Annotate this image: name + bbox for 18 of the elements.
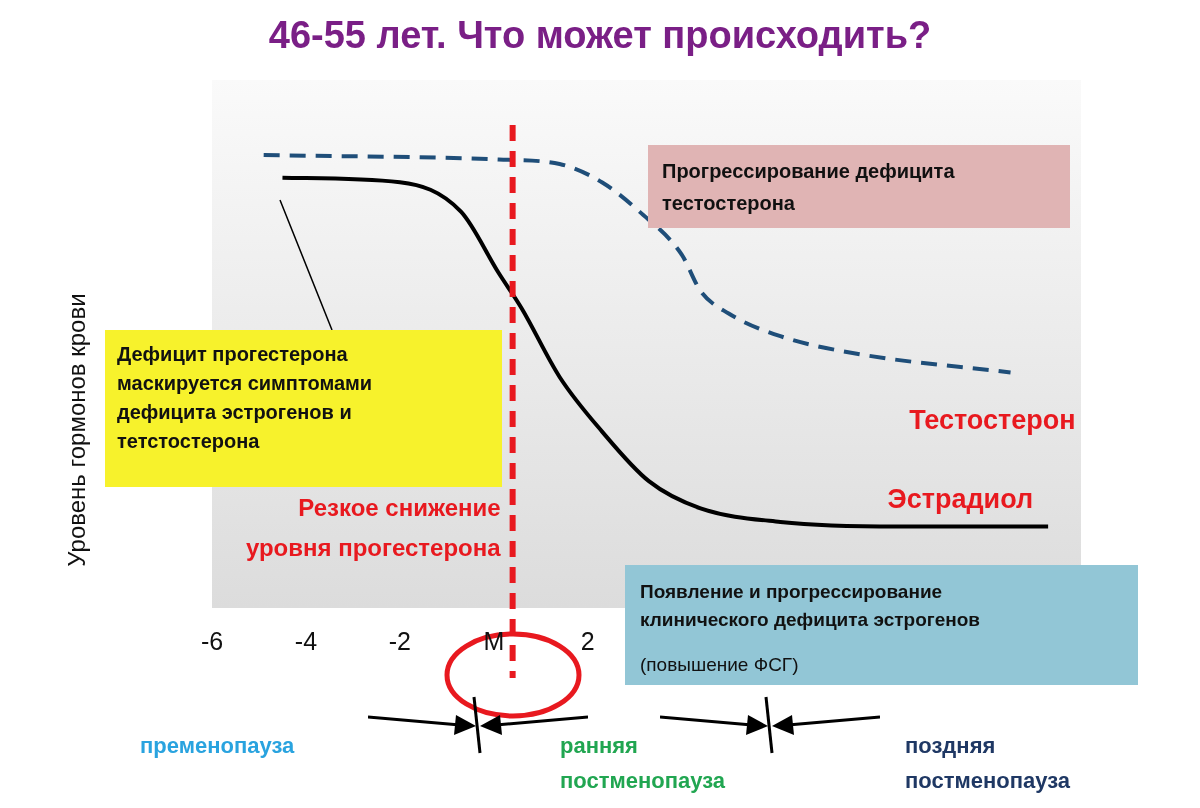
annotation: Дефицит прогестерона маскируется симптомами дефицита эстрогенов и тетстостерона	[117, 343, 373, 452]
annotation: Появление и прогрессирование клинического дефицита эстрогенов	[640, 581, 980, 630]
y-axis-title: Уровень гормонов крови	[63, 293, 91, 567]
x-tick-label: -4	[294, 626, 318, 655]
chart-title: 46-55 лет. Что может происходить?	[267, 14, 933, 57]
ref-line-label: Резкое снижение уровня прогестерона	[245, 494, 502, 561]
text: ранняя постменопауза	[560, 733, 726, 794]
text: поздняя постменопауза	[905, 733, 1071, 794]
annotation: Прогрессирование дефицита тестостерона	[662, 160, 955, 214]
series-label: Эстрадиол	[887, 484, 1034, 515]
series-label: Тестостерон	[909, 405, 1076, 436]
text: пременопауза	[140, 733, 295, 758]
x-tick-label: -2	[388, 626, 412, 655]
text: (повышение ФСГ)	[640, 654, 799, 675]
x-tick-label: 2	[580, 626, 595, 655]
note-box: Дефицит прогестерона маскируется симптомами дефицита эстрогенов и тетстостерона	[105, 330, 502, 487]
note-box: Прогрессирование дефицита тестостерона	[648, 145, 1070, 228]
x-tick-label: -6	[200, 626, 224, 655]
